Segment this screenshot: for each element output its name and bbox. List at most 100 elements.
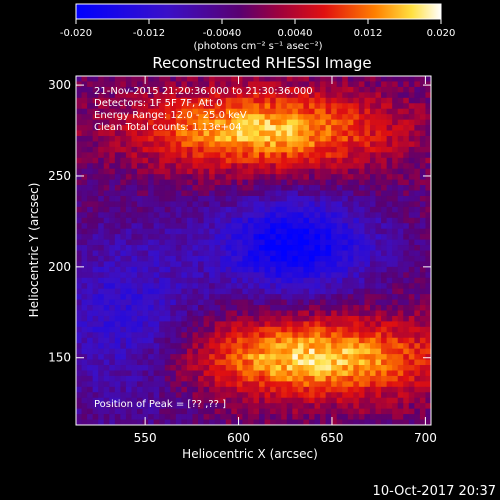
heatmap-cell (353, 223, 360, 230)
heatmap-cell (225, 381, 232, 388)
heatmap-cell (331, 119, 338, 126)
heatmap-cell (297, 315, 304, 322)
heatmap-cell (286, 212, 293, 219)
heatmap-cell (408, 348, 415, 355)
heatmap-cell (98, 255, 105, 262)
heatmap-cell (392, 419, 399, 426)
heatmap-cell (297, 201, 304, 208)
heatmap-cell (358, 326, 365, 333)
heatmap-cell (369, 185, 376, 191)
heatmap-cell (425, 315, 432, 322)
heatmap-cell (375, 261, 382, 268)
heatmap-cell (148, 397, 155, 404)
heatmap-cell (369, 245, 376, 251)
heatmap-cell (386, 343, 393, 350)
heatmap-cell (175, 315, 182, 322)
heatmap-cell (270, 212, 277, 219)
heatmap-cell (425, 375, 432, 382)
heatmap-cell (347, 332, 354, 339)
heatmap-cell (164, 223, 171, 230)
heatmap-cell (186, 370, 193, 377)
heatmap-cell (203, 315, 210, 322)
heatmap-cell (92, 81, 99, 88)
heatmap-cell (181, 288, 188, 295)
heatmap-cell (281, 114, 288, 121)
heatmap-cell (192, 266, 199, 273)
heatmap-cell (220, 310, 227, 317)
heatmap-cell (342, 97, 349, 104)
heatmap-cell (181, 185, 188, 191)
heatmap-cell (308, 239, 315, 246)
heatmap-cell (247, 359, 254, 366)
heatmap-cell (375, 141, 382, 148)
heatmap-cell (325, 288, 332, 295)
heatmap-cell (98, 354, 105, 360)
heatmap-cell (81, 195, 88, 202)
heatmap-cell (192, 386, 199, 393)
heatmap-cell (392, 152, 399, 159)
heatmap-cell (181, 255, 188, 262)
heatmap-cell (342, 299, 349, 306)
heatmap-cell (170, 152, 177, 159)
heatmap-cell (76, 125, 82, 131)
heatmap-cell (148, 294, 155, 300)
heatmap-cell (175, 195, 182, 202)
heatmap-cell (164, 305, 171, 311)
heatmap-cell (236, 168, 243, 175)
heatmap-cell (103, 419, 110, 426)
heatmap-cell (353, 201, 360, 208)
heatmap-cell (369, 206, 376, 213)
heatmap-cell (114, 419, 121, 426)
heatmap-cell (186, 245, 193, 251)
heatmap-cell (303, 217, 310, 224)
heatmap-cell (142, 125, 149, 131)
heatmap-cell (186, 343, 193, 350)
heatmap-cell (198, 305, 204, 311)
heatmap-cell (209, 92, 216, 99)
heatmap-cell (247, 408, 254, 415)
heatmap-cell (142, 223, 149, 230)
heatmap-cell (419, 223, 426, 230)
heatmap-cell (369, 272, 376, 279)
heatmap-cell (403, 332, 410, 339)
heatmap-cell (247, 419, 254, 426)
heatmap-cell (259, 234, 265, 240)
heatmap-cell (336, 381, 343, 388)
heatmap-cell (303, 386, 310, 393)
heatmap-cell (275, 315, 282, 322)
heatmap-cell (198, 255, 204, 262)
heatmap-cell (186, 255, 193, 262)
heatmap-cell (270, 294, 277, 300)
heatmap-cell (214, 212, 221, 219)
heatmap-cell (236, 119, 243, 126)
heatmap-cell (369, 299, 376, 306)
heatmap-cell (198, 414, 204, 420)
heatmap-cell (109, 239, 116, 246)
heatmap-cell (425, 97, 432, 104)
heatmap-cell (186, 212, 193, 219)
heatmap-cell (414, 419, 421, 426)
heatmap-cell (270, 135, 277, 142)
heatmap-cell (347, 114, 354, 121)
heatmap-cell (308, 321, 315, 328)
heatmap-cell (220, 348, 227, 355)
heatmap-cell (92, 386, 99, 393)
heatmap-cell (109, 234, 116, 240)
heatmap-cell (153, 348, 160, 355)
heatmap-cell (286, 261, 293, 268)
heatmap-cell (198, 179, 204, 186)
heatmap-cell (264, 103, 271, 110)
heatmap-cell (192, 261, 199, 268)
heatmap-cell (275, 217, 282, 224)
heatmap-cell (253, 397, 260, 404)
heatmap-cell (325, 152, 332, 159)
heatmap-cell (336, 217, 343, 224)
heatmap-cell (308, 190, 315, 197)
heatmap-cell (325, 299, 332, 306)
heatmap-cell (175, 294, 182, 300)
heatmap-cell (342, 157, 349, 164)
heatmap-cell (270, 168, 277, 175)
heatmap-cell (131, 305, 138, 311)
heatmap-cell (192, 365, 199, 371)
heatmap-cell (175, 250, 182, 257)
